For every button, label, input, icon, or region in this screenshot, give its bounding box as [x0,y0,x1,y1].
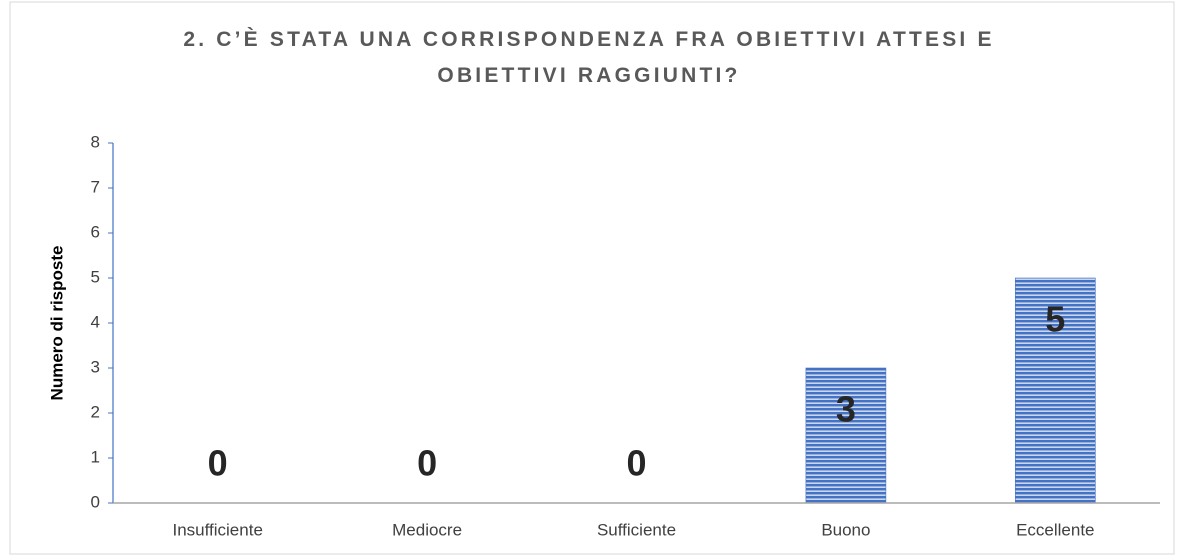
y-tick-label: 2 [91,402,100,421]
y-axis-label: Numero di risposte [47,246,66,401]
y-tick-label: 7 [91,177,100,196]
y-tick-label: 3 [91,357,100,376]
x-tick-label: Sufficiente [597,520,676,539]
x-tick-label: Mediocre [392,520,462,539]
y-tick-label: 5 [91,267,100,286]
data-label: 0 [626,443,646,484]
chart-frame [9,1,1175,555]
y-tick-label: 4 [91,312,100,331]
x-tick-label: Insufficiente [172,520,262,539]
x-tick-label: Buono [821,520,870,539]
data-label: 3 [836,389,856,430]
y-tick-label: 6 [91,222,100,241]
data-label: 5 [1045,299,1065,340]
data-label: 0 [417,443,437,484]
x-tick-label: Eccellente [1016,520,1094,539]
y-tick-label: 1 [91,447,100,466]
chart-title: 2. C’È STATA UNA CORRISPONDENZA FRA OBIE… [183,28,995,87]
bar [805,367,887,504]
y-tick-label: 0 [91,492,100,511]
bar [1014,277,1096,504]
data-label: 0 [208,443,228,484]
y-tick-label: 8 [91,132,100,151]
